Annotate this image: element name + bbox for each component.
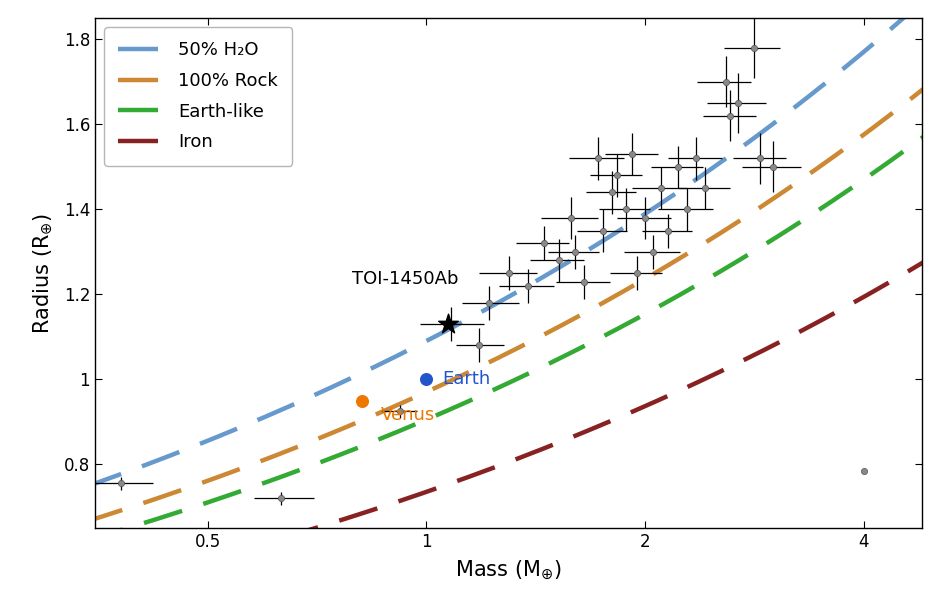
100% Rock [697, 241, 709, 248]
Iron [132, 574, 143, 581]
Earth-like [19, 554, 30, 562]
Iron [697, 376, 709, 383]
100% Rock [610, 292, 621, 299]
100% Rock [132, 502, 143, 509]
Iron [325, 520, 336, 527]
Point [419, 374, 434, 384]
Iron [610, 415, 621, 422]
100% Rock [325, 430, 336, 437]
50% H₂O [610, 229, 621, 236]
Point [440, 319, 455, 329]
Text: Earth: Earth [442, 370, 490, 388]
Iron [702, 374, 713, 381]
X-axis label: Mass (M$_{\oplus}$): Mass (M$_{\oplus}$) [455, 559, 561, 583]
Earth-like [697, 278, 709, 285]
Line: Iron: Iron [25, 237, 950, 600]
Earth-like [132, 521, 143, 529]
Line: Earth-like: Earth-like [25, 106, 950, 558]
100% Rock [19, 536, 30, 544]
50% H₂O [697, 171, 709, 178]
Earth-like [325, 455, 336, 462]
Earth-like [391, 428, 403, 436]
Earth-like [702, 275, 713, 283]
Line: 100% Rock: 100% Rock [25, 56, 950, 540]
Iron [391, 499, 403, 506]
Line: 50% H₂O: 50% H₂O [25, 0, 950, 508]
50% H₂O [391, 352, 403, 359]
50% H₂O [19, 504, 30, 511]
Legend: 50% H₂O, 100% Rock, Earth-like, Iron: 50% H₂O, 100% Rock, Earth-like, Iron [104, 27, 293, 166]
Y-axis label: Radius (R$_{\oplus}$): Radius (R$_{\oplus}$) [32, 212, 55, 334]
50% H₂O [132, 464, 143, 472]
50% H₂O [702, 168, 713, 175]
100% Rock [391, 402, 403, 409]
Point [354, 396, 370, 406]
50% H₂O [325, 384, 336, 391]
100% Rock [702, 238, 713, 245]
Earth-like [610, 326, 621, 334]
Text: Venus: Venus [381, 406, 435, 424]
Text: TOI-1450Ab: TOI-1450Ab [352, 270, 459, 288]
